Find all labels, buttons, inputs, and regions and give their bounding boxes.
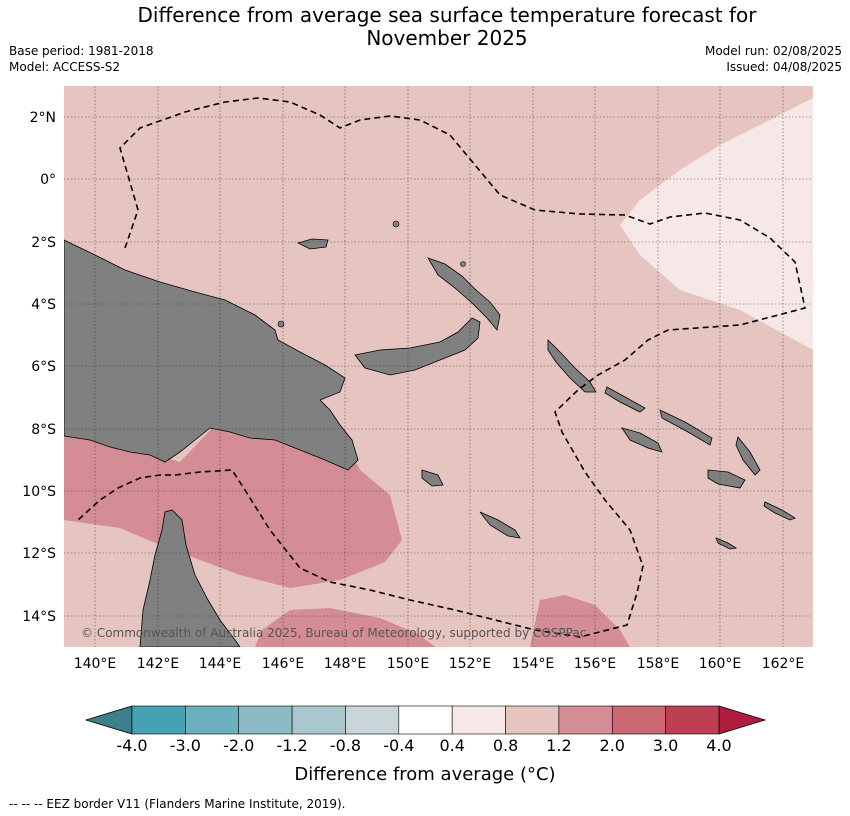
model-name: Model: ACCESS-S2 xyxy=(9,60,121,74)
colorbar-segment xyxy=(505,705,560,735)
colorbar-tick-label: -3.0 xyxy=(170,736,201,755)
meta-right: Model run: 02/08/2025 Issued: 04/08/2025 xyxy=(705,43,842,75)
lat-label: 12°S xyxy=(22,546,56,562)
map-area xyxy=(64,86,813,647)
land-makira xyxy=(763,501,796,521)
land-malaita xyxy=(735,436,761,476)
map-figure: © Commonwealth of Australia 2025, Bureau… xyxy=(22,86,813,785)
lat-label: 0° xyxy=(40,172,56,188)
colorbar-segment xyxy=(291,705,346,735)
chart-title: Difference from average sea surface temp… xyxy=(0,4,850,50)
land-new-britain xyxy=(354,317,481,376)
lon-label: 146°E xyxy=(262,656,305,672)
colorbar-tick-label: 1.2 xyxy=(546,736,571,755)
copyright-note: © Commonwealth of Australia 2025, Bureau… xyxy=(81,626,586,640)
lat-label: 2°N xyxy=(30,110,56,126)
lat-labels: 2°N 0° 2°S 4°S 6°S 8°S 10°S 12°S 14°S xyxy=(22,110,56,625)
colorbar-segment xyxy=(345,705,400,735)
colorbar-segment xyxy=(131,705,186,735)
land-rennell xyxy=(715,537,738,550)
land-cape-york xyxy=(139,509,241,647)
colorbar-segment xyxy=(185,705,240,735)
meta-left: Base period: 1981-2018 Model: ACCESS-S2 xyxy=(9,43,154,75)
colorbar-tick-label: -1.2 xyxy=(276,736,307,755)
land-choiseul xyxy=(604,386,646,413)
lat-label: 4°S xyxy=(31,297,56,313)
lon-label: 158°E xyxy=(637,656,680,672)
lon-label: 152°E xyxy=(449,656,492,672)
colorbar-tick-label: -4.0 xyxy=(116,736,147,755)
colorbar-segment xyxy=(611,705,666,735)
land-islet xyxy=(277,320,285,328)
lon-label: 156°E xyxy=(574,656,617,672)
colorbar-segment xyxy=(238,705,293,735)
lat-label: 10°S xyxy=(22,484,56,500)
colorbar-segment xyxy=(398,705,453,735)
model-run: Model run: 02/08/2025 xyxy=(704,44,842,58)
lat-label: 2°S xyxy=(31,235,56,251)
lat-label: 8°S xyxy=(31,422,56,438)
land-new-georgia xyxy=(621,427,663,453)
base-period: Base period: 1981-2018 xyxy=(9,44,154,58)
issued-date: Issued: 04/08/2025 xyxy=(726,60,842,74)
anomaly-region-1-2-2-0-south xyxy=(255,608,435,647)
eez-border xyxy=(77,97,806,638)
gridlines xyxy=(64,86,813,647)
colorbar-low-extend xyxy=(84,705,133,735)
colorbar-tick-label: 0.8 xyxy=(493,736,518,755)
lon-labels: 140°E 142°E 144°E 146°E 148°E 150°E 152°… xyxy=(74,656,805,672)
colorbar: -4.0 -3.0 -2.0 -1.2 -0.8 -0.4 0.4 0.8 1.2 2.0 3.0 4… xyxy=(84,705,767,785)
lon-label: 140°E xyxy=(74,656,117,672)
colorbar-segments xyxy=(131,705,720,735)
lon-label: 142°E xyxy=(137,656,180,672)
land-guadalcanal xyxy=(707,469,746,489)
lon-label: 150°E xyxy=(387,656,430,672)
land-islet xyxy=(392,220,400,228)
colorbar-ticks: -4.0 -3.0 -2.0 -1.2 -0.8 -0.4 0.4 0.8 1.2 2.0 3.0 4… xyxy=(116,736,731,755)
colorbar-label: Difference from average (°C) xyxy=(294,764,555,785)
land-islet xyxy=(460,261,466,267)
title-line-2: November 2025 xyxy=(366,26,528,50)
land-new-ireland xyxy=(427,257,501,331)
colorbar-tick-label: -0.8 xyxy=(330,736,361,755)
lon-label: 154°E xyxy=(512,656,555,672)
lon-label: 162°E xyxy=(762,656,805,672)
colorbar-segment xyxy=(451,705,506,735)
colorbar-segment xyxy=(558,705,613,735)
anomaly-region-1-2-2-0-west xyxy=(64,418,402,588)
colorbar-tick-label: 4.0 xyxy=(706,736,731,755)
colorbar-tick-label: 2.0 xyxy=(600,736,625,755)
colorbar-tick-label: -2.0 xyxy=(223,736,254,755)
title-line-1: Difference from average sea surface temp… xyxy=(137,3,757,27)
lon-label: 144°E xyxy=(199,656,242,672)
land-dentrecasteaux xyxy=(421,469,444,487)
anomaly-region-1-2-2-0-southeast xyxy=(530,595,630,647)
anomaly-region-0-4-0-8 xyxy=(620,98,813,350)
colorbar-high-extend xyxy=(718,705,767,735)
lon-label: 148°E xyxy=(324,656,367,672)
colorbar-segment xyxy=(665,705,720,735)
eez-legend-note: -- -- -- EEZ border V11 (Flanders Marine… xyxy=(9,797,346,811)
colorbar-tick-label: 0.4 xyxy=(439,736,464,755)
land-louisiade xyxy=(479,511,521,539)
land-santa-isabel xyxy=(659,409,713,446)
lon-label: 160°E xyxy=(699,656,742,672)
colorbar-tick-label: 3.0 xyxy=(653,736,678,755)
lat-label: 6°S xyxy=(31,359,56,375)
colorbar-tick-label: -0.4 xyxy=(383,736,414,755)
land-new-guinea xyxy=(64,239,359,471)
lat-label: 14°S xyxy=(22,609,56,625)
land-manus xyxy=(296,238,329,250)
